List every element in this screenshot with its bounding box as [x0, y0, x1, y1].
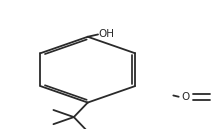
Text: O: O	[181, 92, 189, 102]
Text: OH: OH	[98, 29, 114, 39]
